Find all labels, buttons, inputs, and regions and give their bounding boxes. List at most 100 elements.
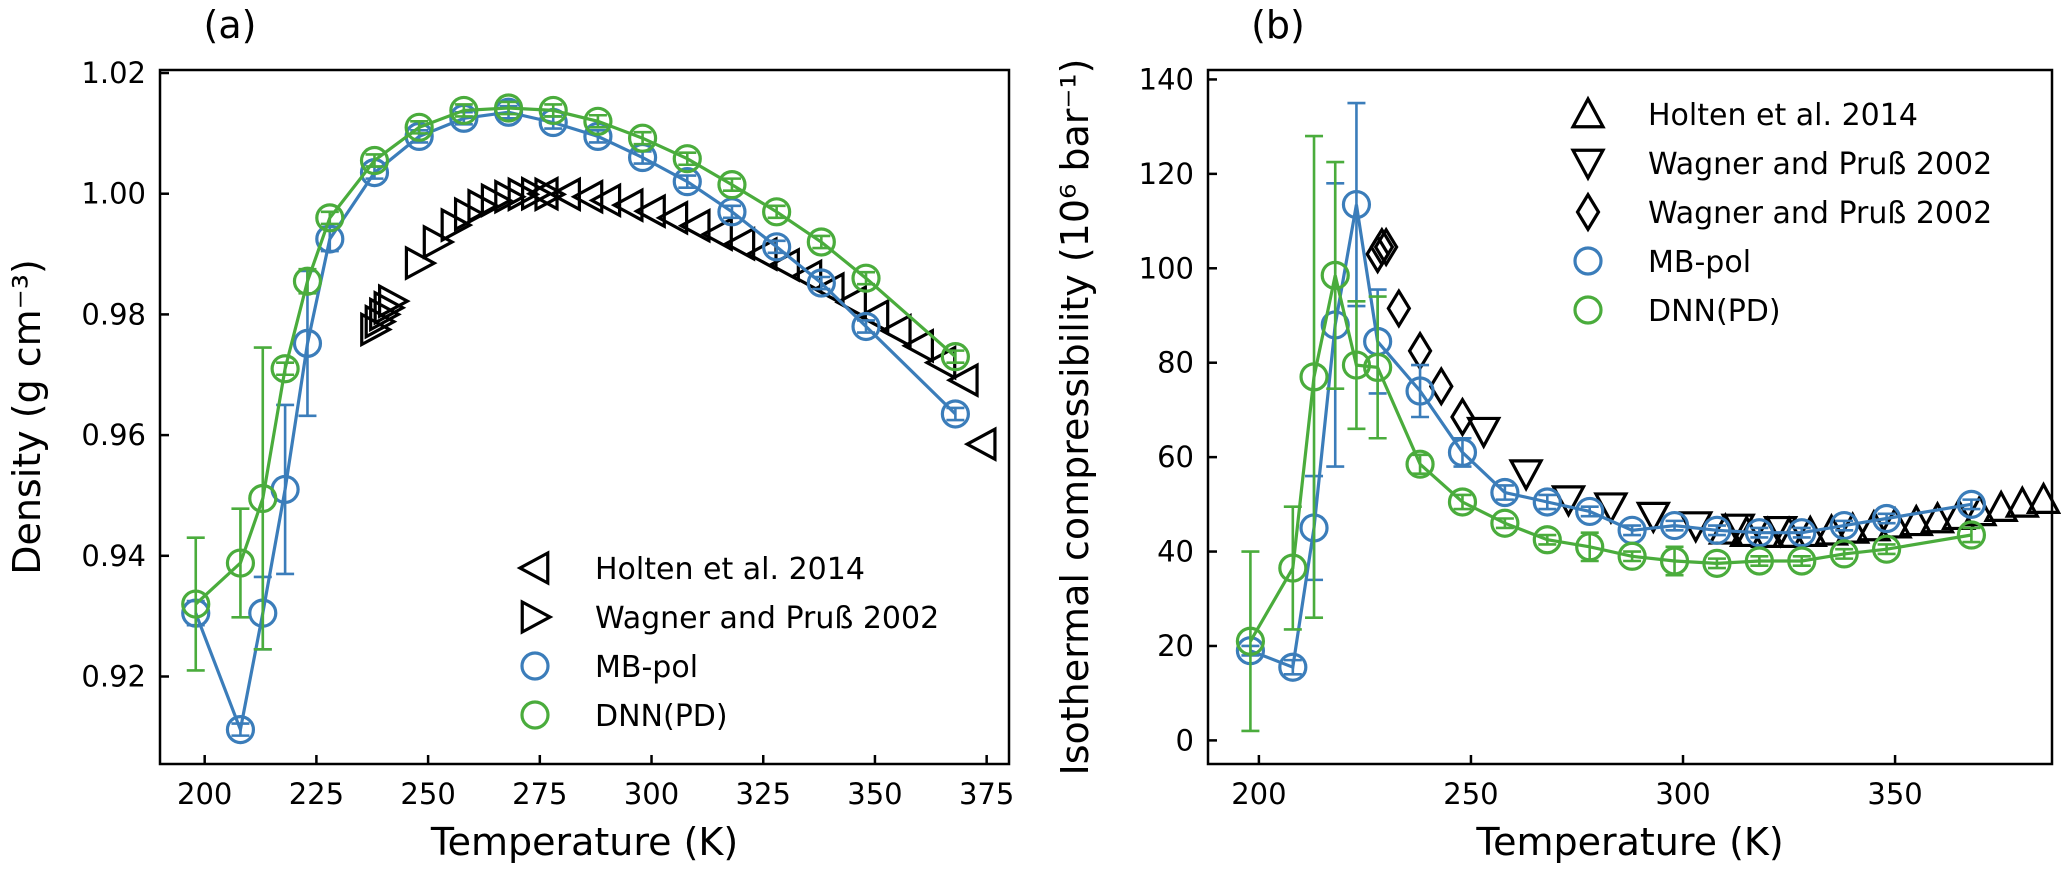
x-tick-label: 225 xyxy=(289,777,344,811)
data-point xyxy=(1386,288,1412,329)
data-point xyxy=(1235,626,1266,656)
series-mb-pol xyxy=(1235,101,1987,682)
data-point xyxy=(1373,226,1399,268)
data-point xyxy=(270,354,300,384)
data-point xyxy=(762,197,792,227)
legend-entry-label: Holten et al. 2014 xyxy=(595,552,865,587)
data-point xyxy=(2025,481,2061,514)
x-tick-label: 325 xyxy=(736,777,791,811)
y-tick-label: 0.94 xyxy=(81,539,146,573)
legend-marker xyxy=(520,700,550,730)
x-tick-label: 200 xyxy=(1231,777,1286,811)
data-point xyxy=(1532,525,1562,555)
data-point xyxy=(588,182,622,219)
data-point xyxy=(1428,365,1454,407)
data-point xyxy=(1787,518,1817,548)
y-tick-label: 20 xyxy=(1157,629,1194,663)
plot-frame xyxy=(158,68,1011,766)
data-point xyxy=(315,224,345,254)
data-point xyxy=(534,176,568,213)
data-point xyxy=(248,483,278,514)
data-point xyxy=(378,283,411,319)
data-point xyxy=(1659,546,1690,576)
y-tick-label: 1.02 xyxy=(81,56,146,90)
data-point xyxy=(940,342,970,372)
legend-entry-label: Wagner and Pruß 2002 xyxy=(595,601,939,636)
x-tick-label: 250 xyxy=(400,777,455,811)
legend-entry-label: Wagner and Pruß 2002 xyxy=(1648,196,1992,231)
x-axis-label: Temperature (K) xyxy=(1475,820,1783,864)
data-point xyxy=(359,145,390,176)
data-point xyxy=(1532,487,1562,517)
data-point xyxy=(901,328,934,364)
series-dnn-pd- xyxy=(181,93,970,672)
data-point xyxy=(945,362,979,398)
data-point xyxy=(422,224,456,260)
data-point xyxy=(1405,376,1435,406)
legend-marker xyxy=(1570,95,1606,129)
y-axis-label: Isothermal compressibility (10⁶ bar⁻¹) xyxy=(1053,58,1097,775)
data-point xyxy=(1956,489,1987,519)
data-point xyxy=(878,313,912,349)
x-tick-label: 250 xyxy=(1443,777,1498,811)
data-point xyxy=(851,311,881,342)
data-point xyxy=(1341,189,1372,220)
data-point xyxy=(1898,503,1934,537)
legend-marker xyxy=(1573,246,1603,276)
data-point xyxy=(1320,260,1350,290)
data-point xyxy=(1787,546,1817,576)
data-point xyxy=(449,95,479,126)
data-point xyxy=(1659,510,1690,541)
legend-entry-label: Holten et al. 2014 xyxy=(1648,98,1918,133)
panel-label: (a) xyxy=(204,3,257,47)
data-point xyxy=(1635,501,1672,535)
data-point xyxy=(627,123,658,153)
panel-a-density-chart: 200 225 250 275 300 325 350 375 0.92 0.94 0.96 0.98… xyxy=(5,3,1014,864)
legend-entry-label: DNN(PD) xyxy=(595,699,728,734)
legend: Holten et al. 2014 Wagner and Pruß 2002 MB… xyxy=(516,550,939,734)
data-point xyxy=(1278,652,1308,682)
data-point xyxy=(1490,508,1520,538)
series-line xyxy=(194,110,957,736)
data-point xyxy=(225,548,256,578)
y-tick-label: 40 xyxy=(1157,535,1194,569)
legend: Holten et al. 2014 Wagner and Pruß 2002 Wa… xyxy=(1570,95,1992,329)
data-point xyxy=(1856,508,1892,542)
data-point xyxy=(1575,532,1605,562)
data-point xyxy=(963,426,997,462)
data-point xyxy=(811,271,845,307)
data-point xyxy=(493,93,524,123)
data-point xyxy=(672,144,702,174)
data-point xyxy=(722,226,756,262)
x-tick-label: 350 xyxy=(847,777,902,811)
x-tick-label: 200 xyxy=(177,777,232,811)
x-tick-label: 300 xyxy=(1655,777,1710,811)
y-tick-label: 120 xyxy=(1139,157,1194,191)
legend-marker xyxy=(520,651,550,681)
data-point xyxy=(610,187,644,223)
data-point xyxy=(1829,510,1859,541)
data-point xyxy=(525,176,559,212)
x-tick-label: 300 xyxy=(624,777,679,811)
data-point xyxy=(655,200,689,236)
legend-marker xyxy=(516,550,550,586)
data-point xyxy=(292,266,323,296)
legend-entry-label: MB-pol xyxy=(595,650,698,685)
data-point xyxy=(1919,500,1956,534)
data-point xyxy=(1871,503,1902,534)
data-point xyxy=(1744,518,1774,548)
legend-marker xyxy=(1570,148,1606,182)
legend-entry-label: MB-pol xyxy=(1648,245,1751,280)
series-holten-et-al-2014 xyxy=(525,176,997,462)
data-point xyxy=(1299,362,1329,392)
data-point xyxy=(292,328,323,358)
data-point xyxy=(404,245,438,281)
data-point xyxy=(672,167,702,197)
data-point xyxy=(717,170,747,200)
legend-marker xyxy=(1575,191,1601,233)
data-point xyxy=(806,268,836,298)
data-point xyxy=(1363,352,1393,383)
data-point xyxy=(1702,548,1732,578)
panel-label: (b) xyxy=(1251,3,1305,47)
panel-b-compressibility-chart: 200 250 300 350 0 20 40 60 80 100 120 140 Temperatur… xyxy=(1053,3,2061,864)
